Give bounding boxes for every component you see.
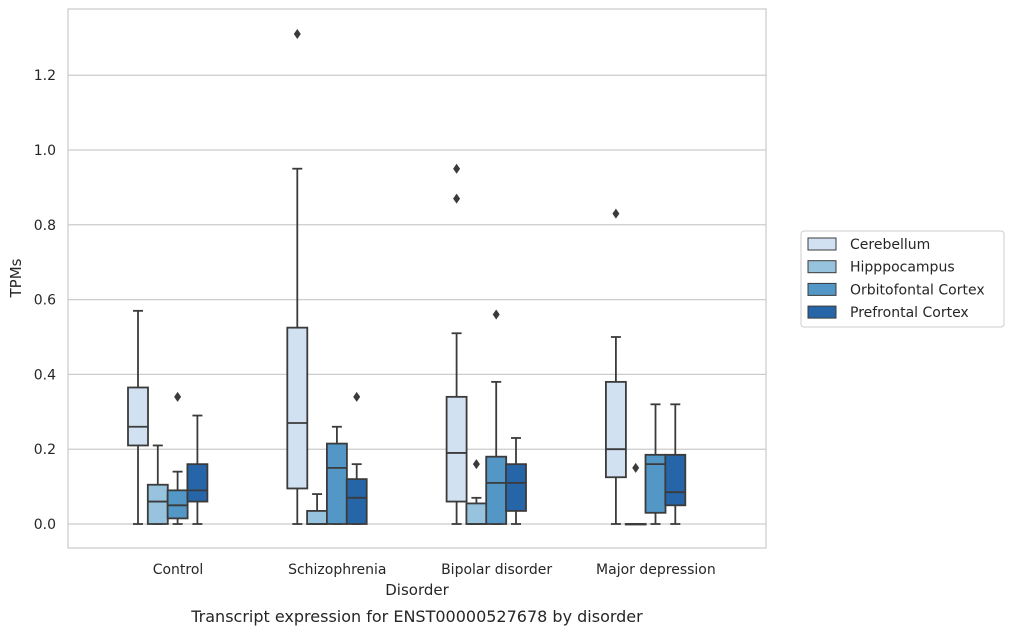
x-tick-label: Bipolar disorder — [441, 562, 552, 578]
box — [664, 453, 687, 507]
plot-area-frame — [67, 8, 767, 549]
box — [465, 502, 488, 525]
y-tick-label: 1.0 — [34, 143, 56, 159]
x-axis-title: Disorder — [385, 581, 449, 599]
y-tick-label: 0.6 — [34, 293, 56, 309]
box — [146, 483, 169, 525]
legend-label: Cerebellum — [850, 237, 930, 253]
outlier-point — [293, 29, 301, 40]
x-tick-labels: Control Schizophrenia Bipolar disorder Majo… — [153, 562, 716, 578]
x-tick-label: Major depression — [596, 562, 716, 578]
box — [286, 326, 309, 490]
outlier-point — [632, 462, 640, 473]
legend-swatch — [807, 282, 837, 296]
x-tick-label: Schizophrenia — [288, 562, 386, 578]
box — [306, 510, 329, 525]
legend-swatch — [807, 237, 837, 251]
legend-frame — [800, 230, 1005, 328]
legend-label: Hipppocampus — [850, 260, 955, 276]
outlier-point — [612, 208, 620, 219]
outlier-point — [174, 391, 182, 402]
box-groups — [127, 29, 687, 526]
outlier-point — [453, 193, 461, 204]
box — [445, 395, 468, 503]
legend: Cerebellum Hipppocampus Orbitofontal Corte… — [800, 230, 1005, 328]
box — [605, 380, 627, 479]
box — [505, 463, 527, 512]
outlier-point — [353, 391, 361, 402]
legend-label: Prefrontal Cortex — [850, 305, 969, 321]
legend-label: Orbitofontal Cortex — [850, 282, 985, 298]
y-tick-label: 0.2 — [34, 442, 56, 458]
legend-swatch — [807, 260, 837, 274]
box-group-1 — [286, 29, 368, 525]
box-group-0 — [127, 309, 209, 525]
outlier-point — [492, 309, 500, 320]
x-tick-label: Control — [153, 562, 204, 578]
box — [166, 489, 189, 520]
box-group-2 — [445, 163, 527, 525]
legend-swatch — [807, 305, 837, 319]
outlier-point — [453, 163, 461, 174]
y-tick-label: 0.8 — [34, 218, 56, 234]
box — [186, 463, 209, 503]
box — [485, 455, 508, 525]
y-gridlines — [68, 74, 766, 525]
y-axis-title: TPMs — [7, 258, 25, 298]
y-tick-label: 0.0 — [34, 517, 56, 533]
box — [127, 386, 149, 447]
box-group-3 — [605, 208, 687, 526]
outlier-point — [472, 459, 480, 470]
box — [345, 478, 368, 525]
y-tick-label: 0.4 — [34, 367, 56, 383]
chart-caption: Transcript expression for ENST0000052767… — [190, 607, 643, 626]
box — [325, 442, 348, 525]
y-tick-labels: 0.0 0.2 0.4 0.6 0.8 1.0 1.2 — [34, 68, 56, 533]
y-tick-label: 1.2 — [34, 68, 56, 84]
